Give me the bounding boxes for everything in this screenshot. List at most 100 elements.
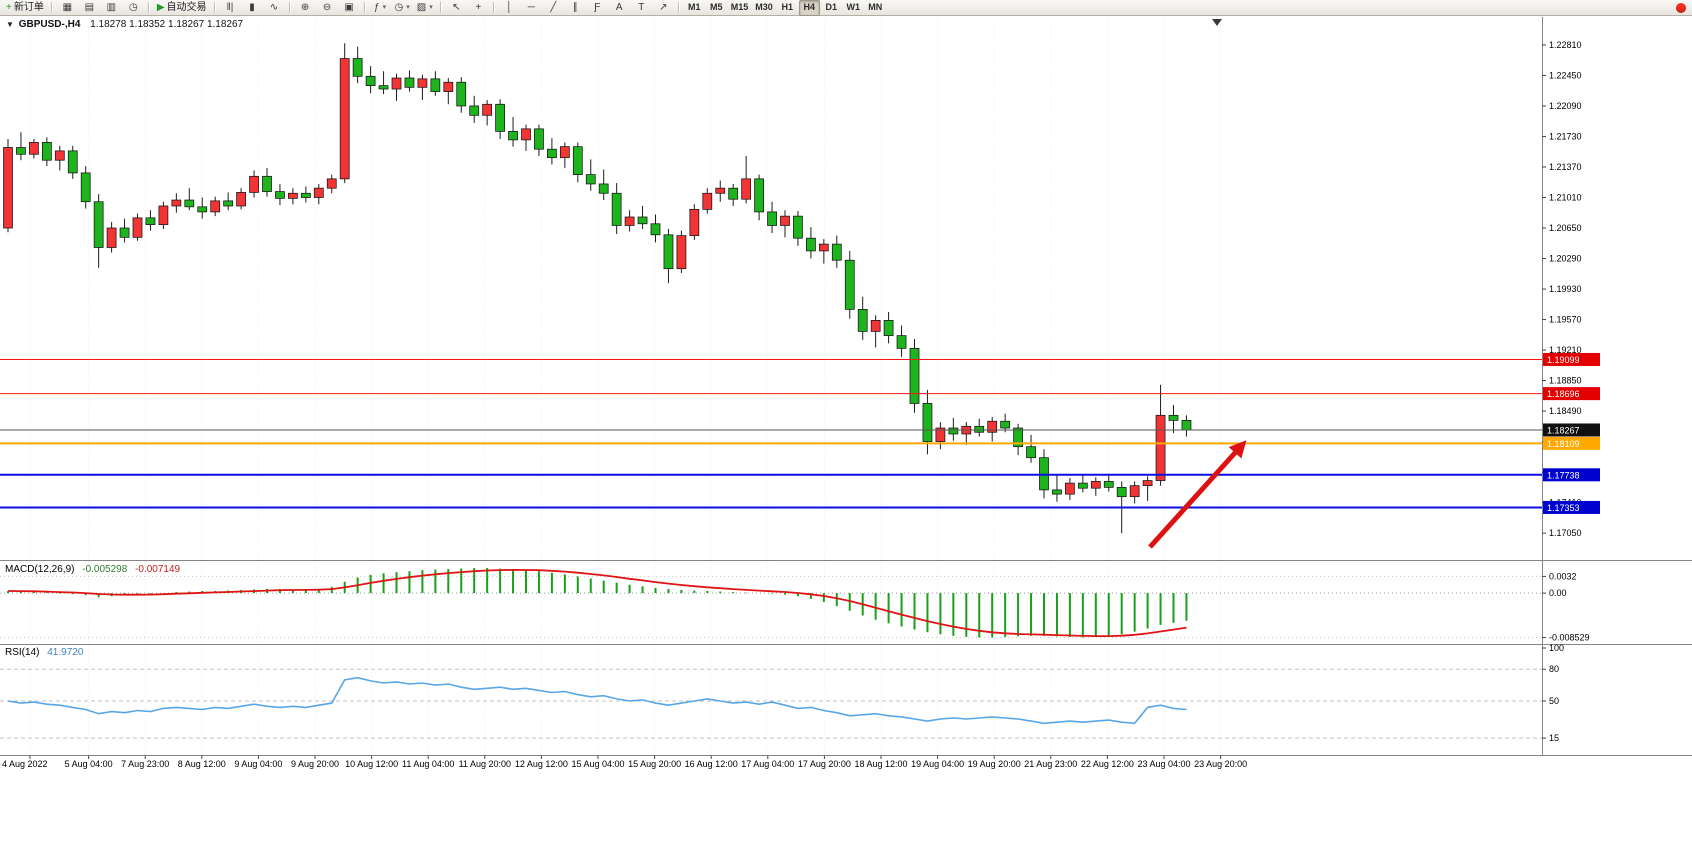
panel-separators[interactable] — [0, 17, 1692, 756]
svg-text:21 Aug 23:00: 21 Aug 23:00 — [1024, 759, 1077, 769]
zoom-in-icon: ⊕ — [300, 1, 310, 13]
tf-m15-button-label: M15 — [730, 2, 749, 12]
svg-text:5 Aug 04:00: 5 Aug 04:00 — [65, 759, 113, 769]
navigator-button[interactable]: ▥ — [101, 0, 122, 16]
horizontal-level-lines[interactable] — [0, 358, 1542, 509]
data-window-button[interactable]: ▤ — [79, 0, 100, 16]
tf-h1-button-label: H1 — [781, 2, 794, 12]
periods-icon: ◷ — [394, 1, 404, 13]
svg-text:1.22450: 1.22450 — [1549, 70, 1582, 80]
trend-arrow-annotation[interactable] — [1148, 440, 1247, 549]
zoom-out-button[interactable]: ⊖ — [317, 0, 338, 16]
line-chart-button[interactable]: ∿ — [264, 0, 285, 16]
terminal-icon: ◷ — [128, 1, 138, 13]
indicators-button[interactable]: ƒ ▾ — [370, 0, 391, 16]
price-tags: 1.19099 1.18696 1.18109 1.17738 1.17353 1.182… — [1543, 352, 1600, 514]
toolbar-separator — [677, 2, 680, 13]
text-button[interactable]: A — [609, 0, 630, 16]
channel-button[interactable]: ∥ — [565, 0, 586, 16]
bar-chart-icon: ‖| — [226, 1, 234, 13]
svg-text:1.21730: 1.21730 — [1549, 131, 1582, 141]
templates-button[interactable]: ▨ ▾ — [414, 0, 436, 16]
rsi-name: RSI(14) — [5, 647, 40, 658]
tile-windows-button[interactable]: ▣ — [339, 0, 360, 16]
vertical-line-button[interactable]: │ — [499, 0, 520, 16]
svg-text:17 Aug 20:00: 17 Aug 20:00 — [798, 759, 851, 769]
svg-text:0.0032: 0.0032 — [1549, 571, 1577, 581]
svg-text:1.18696: 1.18696 — [1547, 389, 1580, 399]
trendline-icon: ╱ — [550, 1, 557, 13]
svg-text:15: 15 — [1549, 733, 1559, 743]
macd-layer — [7, 568, 1188, 638]
tf-m30-button-label: M30 — [755, 2, 773, 12]
svg-text:18 Aug 12:00: 18 Aug 12:00 — [854, 759, 907, 769]
tf-m15-button[interactable]: M15 — [728, 0, 752, 16]
chart-shift-marker[interactable] — [1212, 19, 1222, 26]
level-price-tag — [1543, 468, 1600, 482]
horizontal-line-button[interactable]: ─ — [521, 0, 542, 16]
svg-text:0.00: 0.00 — [1549, 588, 1567, 598]
tf-h4-button[interactable]: H4 — [798, 0, 820, 16]
svg-text:8 Aug 12:00: 8 Aug 12:00 — [178, 759, 226, 769]
tf-mn-button-label: MN — [868, 2, 883, 12]
chevron-down-icon: ▾ — [429, 4, 433, 11]
svg-text:19 Aug 20:00: 19 Aug 20:00 — [968, 759, 1021, 769]
chevron-down-icon: ▾ — [382, 4, 387, 11]
toolbar-separator — [363, 2, 366, 13]
terminal-button[interactable]: ◷ — [123, 0, 144, 16]
tf-d1-button-label: D1 — [825, 2, 838, 12]
svg-text:22 Aug 12:00: 22 Aug 12:00 — [1081, 759, 1134, 769]
autotrading-button-label: 自动交易 — [166, 1, 207, 13]
tf-h1-button[interactable]: H1 — [777, 0, 798, 16]
cursor-button[interactable]: ↖ — [446, 0, 467, 16]
time-axis[interactable]: 4 Aug 2022 5 Aug 04:00 7 Aug 23:00 8 Aug 12… — [2, 755, 1247, 770]
svg-text:17 Aug 04:00: 17 Aug 04:00 — [741, 759, 794, 769]
trendline-button[interactable]: ╱ — [543, 0, 564, 16]
svg-text:1.22090: 1.22090 — [1549, 101, 1582, 111]
label-button[interactable]: T — [631, 0, 652, 16]
zoom-out-icon: ⊖ — [322, 1, 332, 13]
svg-text:1.20290: 1.20290 — [1549, 254, 1582, 264]
candlestick-chart-button[interactable]: ▮ — [242, 0, 263, 16]
svg-text:1.22810: 1.22810 — [1549, 40, 1582, 50]
periods-button[interactable]: ◷ ▾ — [392, 0, 413, 16]
svg-text:15 Aug 20:00: 15 Aug 20:00 — [628, 759, 681, 769]
toolbar-separator — [147, 2, 150, 13]
fibonacci-button[interactable]: Ƒ — [587, 0, 608, 16]
crosshair-button[interactable]: + — [468, 0, 489, 16]
svg-text:16 Aug 12:00: 16 Aug 12:00 — [685, 759, 738, 769]
svg-text:1.20650: 1.20650 — [1549, 223, 1582, 233]
tf-m30-button[interactable]: M30 — [752, 0, 776, 16]
autotrading-button[interactable]: ▶ 自动交易 — [154, 0, 210, 16]
svg-text:15 Aug 04:00: 15 Aug 04:00 — [571, 759, 624, 769]
tf-mn-button[interactable]: MN — [865, 0, 886, 16]
crosshair-icon: + — [475, 1, 482, 13]
symbol-collapse-icon[interactable]: ▼ — [6, 20, 14, 29]
tf-m5-button[interactable]: M5 — [706, 0, 727, 16]
macd-name: MACD(12,26,9) — [5, 564, 75, 575]
svg-text:1.18109: 1.18109 — [1547, 439, 1580, 449]
label-icon: T — [638, 1, 645, 13]
svg-text:1.19570: 1.19570 — [1549, 315, 1582, 325]
vertical-line-icon: │ — [506, 1, 513, 13]
notification-dot[interactable] — [1676, 3, 1686, 13]
tf-d1-button[interactable]: D1 — [821, 0, 842, 16]
symbol-title: GBPUSD-,H4 — [18, 19, 81, 30]
new-order-button[interactable]: + 新订单 — [3, 0, 47, 16]
svg-text:9 Aug 20:00: 9 Aug 20:00 — [291, 759, 339, 769]
tf-m1-button[interactable]: M1 — [684, 0, 705, 16]
svg-text:9 Aug 04:00: 9 Aug 04:00 — [234, 759, 282, 769]
arrows-button[interactable]: ↗ — [653, 0, 674, 16]
bar-chart-button[interactable]: ‖| — [220, 0, 241, 16]
zoom-in-button[interactable]: ⊕ — [295, 0, 316, 16]
tf-w1-button[interactable]: W1 — [843, 0, 864, 16]
rsi-layer — [7, 676, 1187, 725]
tf-w1-button-label: W1 — [846, 2, 861, 12]
chart-title: ▼ GBPUSD-,H4 1.18278 1.18352 1.18267 1.1… — [6, 19, 243, 30]
level-price-tag — [1543, 500, 1600, 514]
current-price-tag — [1543, 423, 1600, 437]
tf-m5-button-label: M5 — [710, 2, 723, 12]
market-watch-button[interactable]: ▦ — [57, 0, 78, 16]
